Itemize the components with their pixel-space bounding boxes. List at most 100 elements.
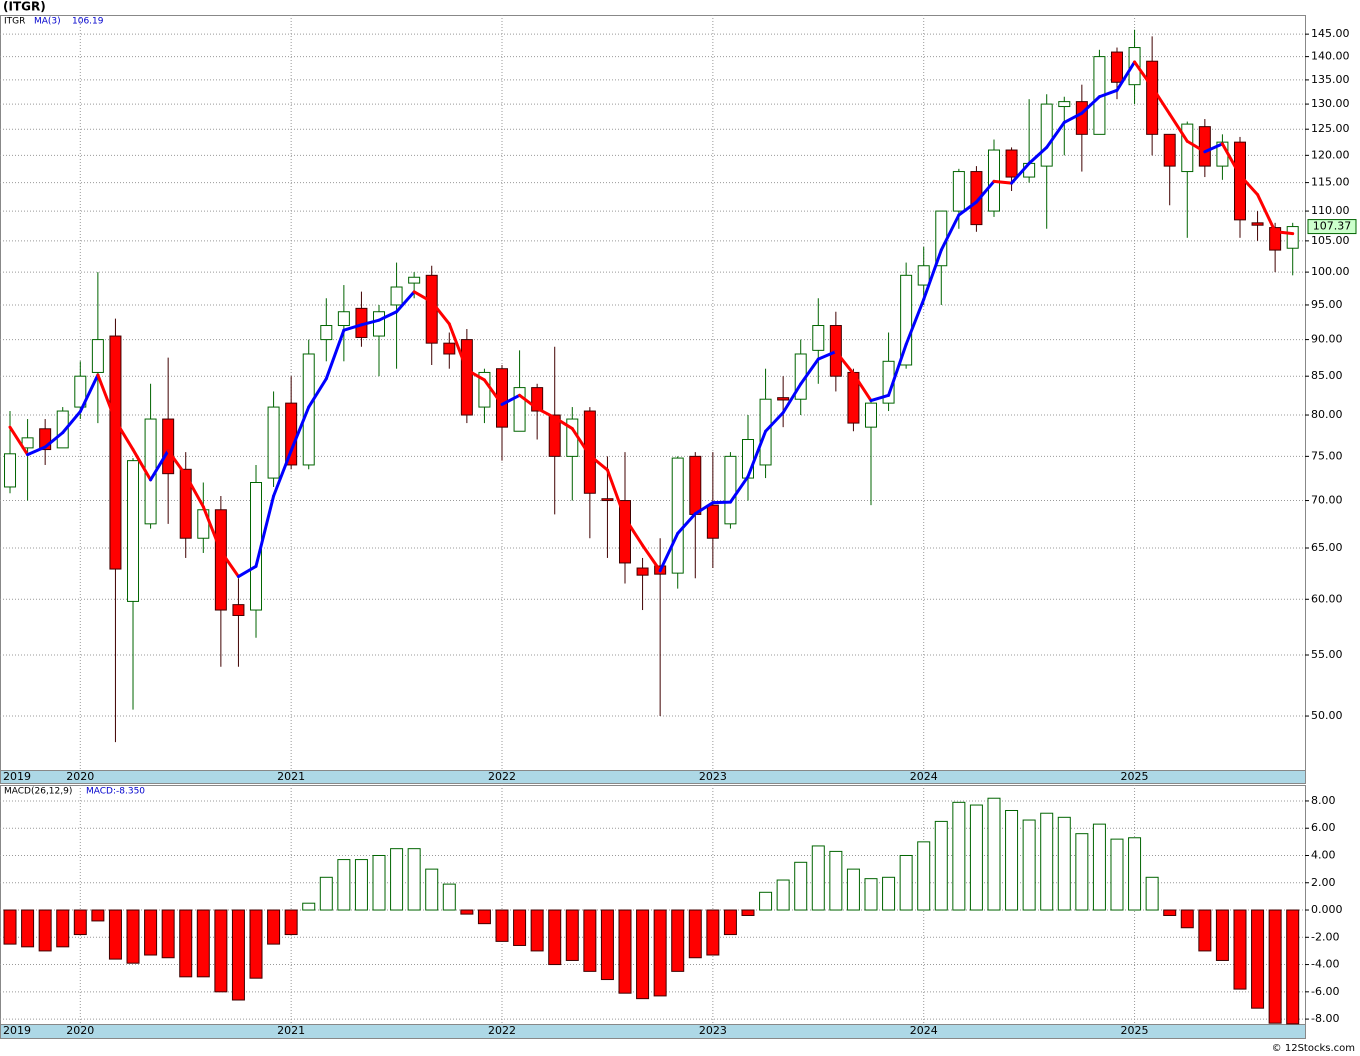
candle-body: [443, 342, 456, 355]
macd-bar: [671, 909, 685, 972]
macd-bar: [548, 909, 562, 966]
candle-body: [1198, 126, 1211, 167]
macd-bar: [108, 909, 122, 960]
ma-line: [816, 350, 838, 361]
candle-body: [1163, 133, 1176, 167]
macd-bar: [38, 909, 52, 952]
y-tick-label: 125.00: [1311, 122, 1350, 135]
candle-body: [109, 335, 122, 570]
ma-line: [553, 416, 574, 431]
macd-bar: [829, 850, 843, 911]
last-price-box: [1307, 219, 1357, 235]
ma-line: [447, 322, 469, 372]
ma-line: [922, 248, 943, 301]
y-tick-label: 120.00: [1311, 148, 1350, 161]
ma-line: [377, 310, 399, 322]
ma-line: [1097, 88, 1119, 99]
macd-bar: [3, 909, 17, 945]
candle-body: [917, 265, 930, 286]
ma-line: [904, 297, 926, 346]
macd-bar: [214, 909, 228, 993]
macd-bar: [56, 909, 70, 948]
macd-bar: [952, 801, 966, 911]
macd-bar: [337, 859, 351, 911]
ma-line: [149, 449, 170, 482]
ma-line: [851, 372, 873, 403]
macd-bar: [1215, 909, 1229, 961]
candle-body: [689, 455, 702, 515]
candle-body: [724, 455, 737, 525]
macd-bar: [1145, 876, 1159, 911]
macd-bar: [846, 868, 860, 911]
macd-bar: [267, 909, 281, 945]
ma-line: [1220, 142, 1242, 177]
ma-line: [307, 377, 328, 409]
ma-line: [939, 213, 961, 252]
macd-bar: [390, 848, 404, 911]
macd-value: MACD:-8.350: [86, 787, 145, 797]
y-tick-label: 75.00: [1311, 449, 1343, 462]
candle-body: [548, 414, 561, 457]
y-tick-label: 4.00: [1311, 848, 1336, 861]
y-tick-label: 100.00: [1311, 265, 1350, 278]
candle-body: [179, 468, 192, 539]
y-tick-label: -4.00: [1311, 958, 1339, 971]
x-tick-label: 2019: [3, 770, 31, 783]
macd-bar: [530, 909, 544, 952]
candle-body: [1040, 103, 1053, 167]
candle-body: [864, 402, 877, 428]
ma-line: [992, 179, 1014, 185]
macd-bar: [934, 820, 948, 911]
candle-body: [777, 397, 790, 401]
candle-body: [460, 339, 473, 416]
macd-bar: [811, 845, 825, 911]
macd-bar: [653, 909, 667, 997]
macd-bar: [583, 909, 597, 972]
ma-line: [1045, 120, 1066, 149]
x-tick-label: 2022: [488, 1024, 516, 1037]
ma-line: [272, 449, 293, 498]
macd-bar: [460, 909, 474, 915]
y-tick-label: 70.00: [1311, 494, 1343, 507]
x-tick-label: 2019: [3, 1024, 31, 1037]
y-tick-label: 110.00: [1311, 204, 1350, 217]
macd-bar: [794, 861, 808, 911]
macd-bar: [1110, 838, 1124, 911]
macd-bar: [73, 909, 87, 936]
candle-body: [1005, 149, 1018, 178]
macd-bar: [565, 909, 579, 961]
macd-bar: [723, 909, 737, 936]
ma-line: [728, 475, 750, 504]
y-tick-label: 95.00: [1311, 298, 1343, 311]
y-tick-label: 105.00: [1311, 234, 1350, 247]
legend-symbol: ITGR: [4, 17, 25, 27]
x-tick-label: 2023: [699, 770, 727, 783]
y-tick-label: 60.00: [1311, 592, 1343, 605]
candle-body: [337, 311, 350, 327]
macd-bar: [319, 876, 333, 911]
ma-line: [342, 323, 363, 332]
macd-bar: [1057, 816, 1071, 911]
macd-bar: [864, 878, 878, 911]
ma-line: [1062, 111, 1084, 124]
y-tick-label: 6.00: [1311, 821, 1336, 834]
candle-body: [1110, 51, 1123, 83]
macd-bar: [161, 909, 175, 959]
macd-bar: [495, 909, 509, 942]
ma-line: [869, 393, 891, 403]
candle-body: [583, 410, 596, 494]
macd-bar: [969, 804, 983, 911]
ma-line: [43, 431, 65, 449]
candle-body: [900, 274, 913, 366]
ma-line: [1256, 193, 1277, 234]
ma-line: [1010, 161, 1031, 185]
macd-bar: [144, 909, 158, 956]
candle-body: [671, 457, 684, 574]
ma-line: [518, 393, 539, 410]
ma-line: [430, 300, 451, 326]
macd-bar: [477, 909, 491, 925]
ma-line: [254, 494, 276, 568]
macd-bar: [688, 909, 702, 959]
ma-line: [834, 350, 855, 376]
